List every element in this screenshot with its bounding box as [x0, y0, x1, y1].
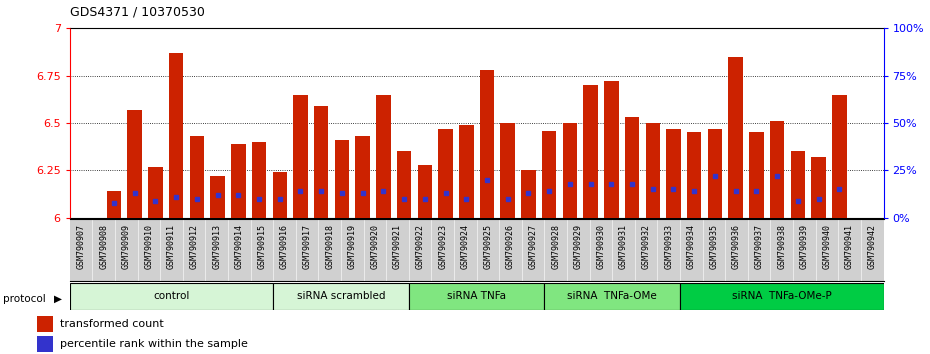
Bar	[169, 53, 183, 218]
Text: GSM790923: GSM790923	[438, 224, 447, 269]
Bar	[666, 129, 681, 218]
Text: ▶: ▶	[54, 294, 62, 304]
Text: GSM790933: GSM790933	[664, 224, 673, 269]
Text: GSM790938: GSM790938	[777, 224, 786, 269]
Text: GSM790916: GSM790916	[280, 224, 289, 269]
Text: GSM790910: GSM790910	[144, 224, 153, 269]
Bar	[583, 85, 598, 218]
Text: GSM790939: GSM790939	[800, 224, 809, 269]
Text: GSM790942: GSM790942	[868, 224, 877, 269]
Text: GSM790929: GSM790929	[574, 224, 583, 269]
Text: GSM790921: GSM790921	[393, 224, 402, 269]
Bar	[832, 95, 846, 218]
Text: GSM790912: GSM790912	[190, 224, 199, 269]
Bar	[542, 131, 556, 218]
Bar	[625, 117, 639, 218]
Bar	[563, 123, 578, 218]
Text: GDS4371 / 10370530: GDS4371 / 10370530	[70, 5, 205, 18]
Bar	[728, 57, 743, 218]
Text: GSM790940: GSM790940	[822, 224, 831, 269]
Text: GSM790918: GSM790918	[326, 224, 334, 269]
Text: GSM790911: GSM790911	[167, 224, 176, 269]
Text: transformed count: transformed count	[60, 319, 165, 329]
Text: siRNA  TNFa-OMe: siRNA TNFa-OMe	[567, 291, 658, 302]
Text: GSM790932: GSM790932	[642, 224, 651, 269]
Text: GSM790908: GSM790908	[100, 224, 108, 269]
Text: GSM790927: GSM790927	[528, 224, 538, 269]
Bar	[148, 167, 163, 218]
Text: GSM790928: GSM790928	[551, 224, 560, 269]
Text: GSM790914: GSM790914	[234, 224, 244, 269]
Bar	[680, 283, 884, 310]
Bar	[750, 132, 764, 218]
Bar	[459, 125, 473, 218]
Text: GSM790937: GSM790937	[754, 224, 764, 269]
Text: GSM790936: GSM790936	[732, 224, 741, 269]
Text: GSM790919: GSM790919	[348, 224, 357, 269]
Text: GSM790909: GSM790909	[122, 224, 131, 269]
Text: GSM790941: GSM790941	[845, 224, 854, 269]
Bar	[127, 110, 142, 218]
Bar	[604, 81, 618, 218]
Text: protocol: protocol	[3, 294, 46, 304]
Bar	[273, 283, 409, 310]
Bar	[70, 283, 273, 310]
Bar	[210, 176, 225, 218]
Bar	[770, 121, 784, 218]
Bar	[521, 170, 536, 218]
Bar	[687, 132, 701, 218]
Text: GSM790930: GSM790930	[596, 224, 605, 269]
Bar	[190, 136, 204, 218]
Bar	[397, 152, 411, 218]
Bar	[790, 152, 805, 218]
Text: GSM790924: GSM790924	[461, 224, 470, 269]
Bar	[409, 283, 544, 310]
Bar	[107, 191, 121, 218]
Text: GSM790913: GSM790913	[212, 224, 221, 269]
Bar	[355, 136, 370, 218]
Bar	[544, 283, 680, 310]
Bar	[438, 129, 453, 218]
Text: GSM790925: GSM790925	[484, 224, 492, 269]
Bar	[480, 70, 494, 218]
Text: GSM790922: GSM790922	[416, 224, 425, 269]
Text: GSM790931: GSM790931	[619, 224, 628, 269]
Bar	[314, 106, 328, 218]
Text: siRNA  TNFa-OMe-P: siRNA TNFa-OMe-P	[732, 291, 831, 302]
Bar	[272, 172, 287, 218]
Text: GSM790926: GSM790926	[506, 224, 515, 269]
Bar	[231, 144, 246, 218]
Bar	[708, 129, 723, 218]
Bar	[418, 165, 432, 218]
Bar	[293, 95, 308, 218]
Bar	[335, 140, 349, 218]
Text: control: control	[153, 291, 190, 302]
Text: GSM790907: GSM790907	[76, 224, 86, 269]
Text: siRNA TNFa: siRNA TNFa	[447, 291, 506, 302]
Bar	[811, 157, 826, 218]
Text: GSM790934: GSM790934	[687, 224, 696, 269]
Bar	[376, 95, 391, 218]
Bar	[252, 142, 266, 218]
Text: siRNA scrambled: siRNA scrambled	[297, 291, 385, 302]
Text: percentile rank within the sample: percentile rank within the sample	[60, 339, 248, 349]
Text: GSM790917: GSM790917	[302, 224, 312, 269]
Text: GSM790920: GSM790920	[370, 224, 379, 269]
Text: GSM790915: GSM790915	[258, 224, 266, 269]
Bar	[645, 123, 660, 218]
Bar	[500, 123, 515, 218]
Text: GSM790935: GSM790935	[710, 224, 719, 269]
Bar	[37, 316, 53, 332]
Bar	[37, 337, 53, 352]
